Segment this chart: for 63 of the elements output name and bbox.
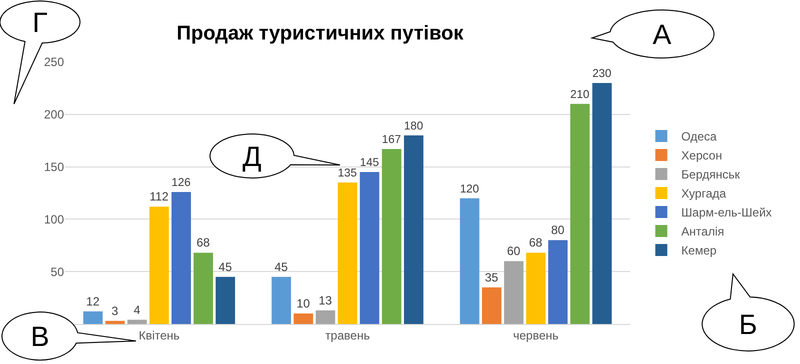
bar bbox=[482, 287, 502, 324]
text: А bbox=[652, 19, 672, 50]
data-label: 3 bbox=[112, 304, 119, 318]
data-label: 120 bbox=[460, 183, 480, 196]
data-label: 12 bbox=[86, 294, 100, 308]
legend-label: Хургада bbox=[681, 186, 726, 201]
bar bbox=[404, 135, 424, 324]
data-label: 210 bbox=[570, 89, 590, 102]
data-label: 45 bbox=[274, 260, 288, 274]
data-label: 135 bbox=[338, 168, 357, 180]
data-label: 68 bbox=[529, 236, 543, 250]
data-label: 230 bbox=[592, 68, 612, 80]
x-tick-label: травень bbox=[325, 328, 370, 342]
bar bbox=[194, 252, 213, 324]
y-tick-label: 50 bbox=[50, 264, 64, 279]
x-tick-label: Квітень bbox=[138, 328, 180, 342]
legend-label: Анталія bbox=[681, 224, 724, 239]
data-label: 60 bbox=[506, 244, 521, 258]
data-label: 126 bbox=[172, 177, 191, 190]
x-tick-label: червень bbox=[513, 328, 559, 342]
bar bbox=[83, 311, 103, 324]
bar bbox=[316, 310, 336, 324]
chart-title: Продаж туристичних путівок bbox=[176, 22, 464, 44]
bar bbox=[127, 320, 147, 324]
bar bbox=[294, 314, 314, 324]
bar bbox=[460, 198, 480, 324]
bar bbox=[172, 192, 191, 324]
data-label: 45 bbox=[218, 260, 232, 274]
bar bbox=[570, 104, 590, 324]
data-label: 10 bbox=[296, 296, 310, 311]
annotation: Д bbox=[242, 141, 262, 172]
text: В bbox=[30, 321, 50, 352]
y-tick-label: 100 bbox=[44, 212, 64, 226]
bar bbox=[504, 261, 524, 324]
data-label: 13 bbox=[318, 293, 332, 308]
bar bbox=[105, 320, 125, 324]
bar bbox=[360, 172, 380, 324]
legend-label: Бердянськ bbox=[681, 168, 741, 182]
y-tick-label: 250 bbox=[44, 55, 64, 70]
text: Б bbox=[738, 309, 758, 340]
data-label: 80 bbox=[551, 223, 565, 238]
data-label: 68 bbox=[196, 236, 210, 250]
bar bbox=[338, 182, 358, 324]
data-label: 145 bbox=[360, 157, 379, 170]
y-tick-label: 200 bbox=[44, 108, 64, 122]
bar bbox=[548, 240, 568, 324]
legend-label: Кемер bbox=[681, 244, 717, 258]
data-label: 35 bbox=[484, 270, 499, 284]
legend-label: Одеса bbox=[681, 130, 718, 144]
bar bbox=[272, 276, 292, 324]
bar bbox=[149, 206, 169, 324]
y-tick-label: 150 bbox=[44, 160, 64, 174]
bar bbox=[216, 276, 236, 324]
data-label: 112 bbox=[149, 190, 169, 204]
bar bbox=[592, 82, 612, 324]
data-label: 167 bbox=[382, 134, 402, 146]
data-label: 4 bbox=[134, 302, 141, 317]
legend-label: Херсон bbox=[681, 148, 722, 163]
data-label: 180 bbox=[404, 120, 424, 132]
text: Г bbox=[32, 7, 48, 38]
bar bbox=[526, 252, 546, 324]
legend-label: Шарм-ель-Шейх bbox=[681, 206, 772, 220]
bar bbox=[382, 148, 402, 324]
